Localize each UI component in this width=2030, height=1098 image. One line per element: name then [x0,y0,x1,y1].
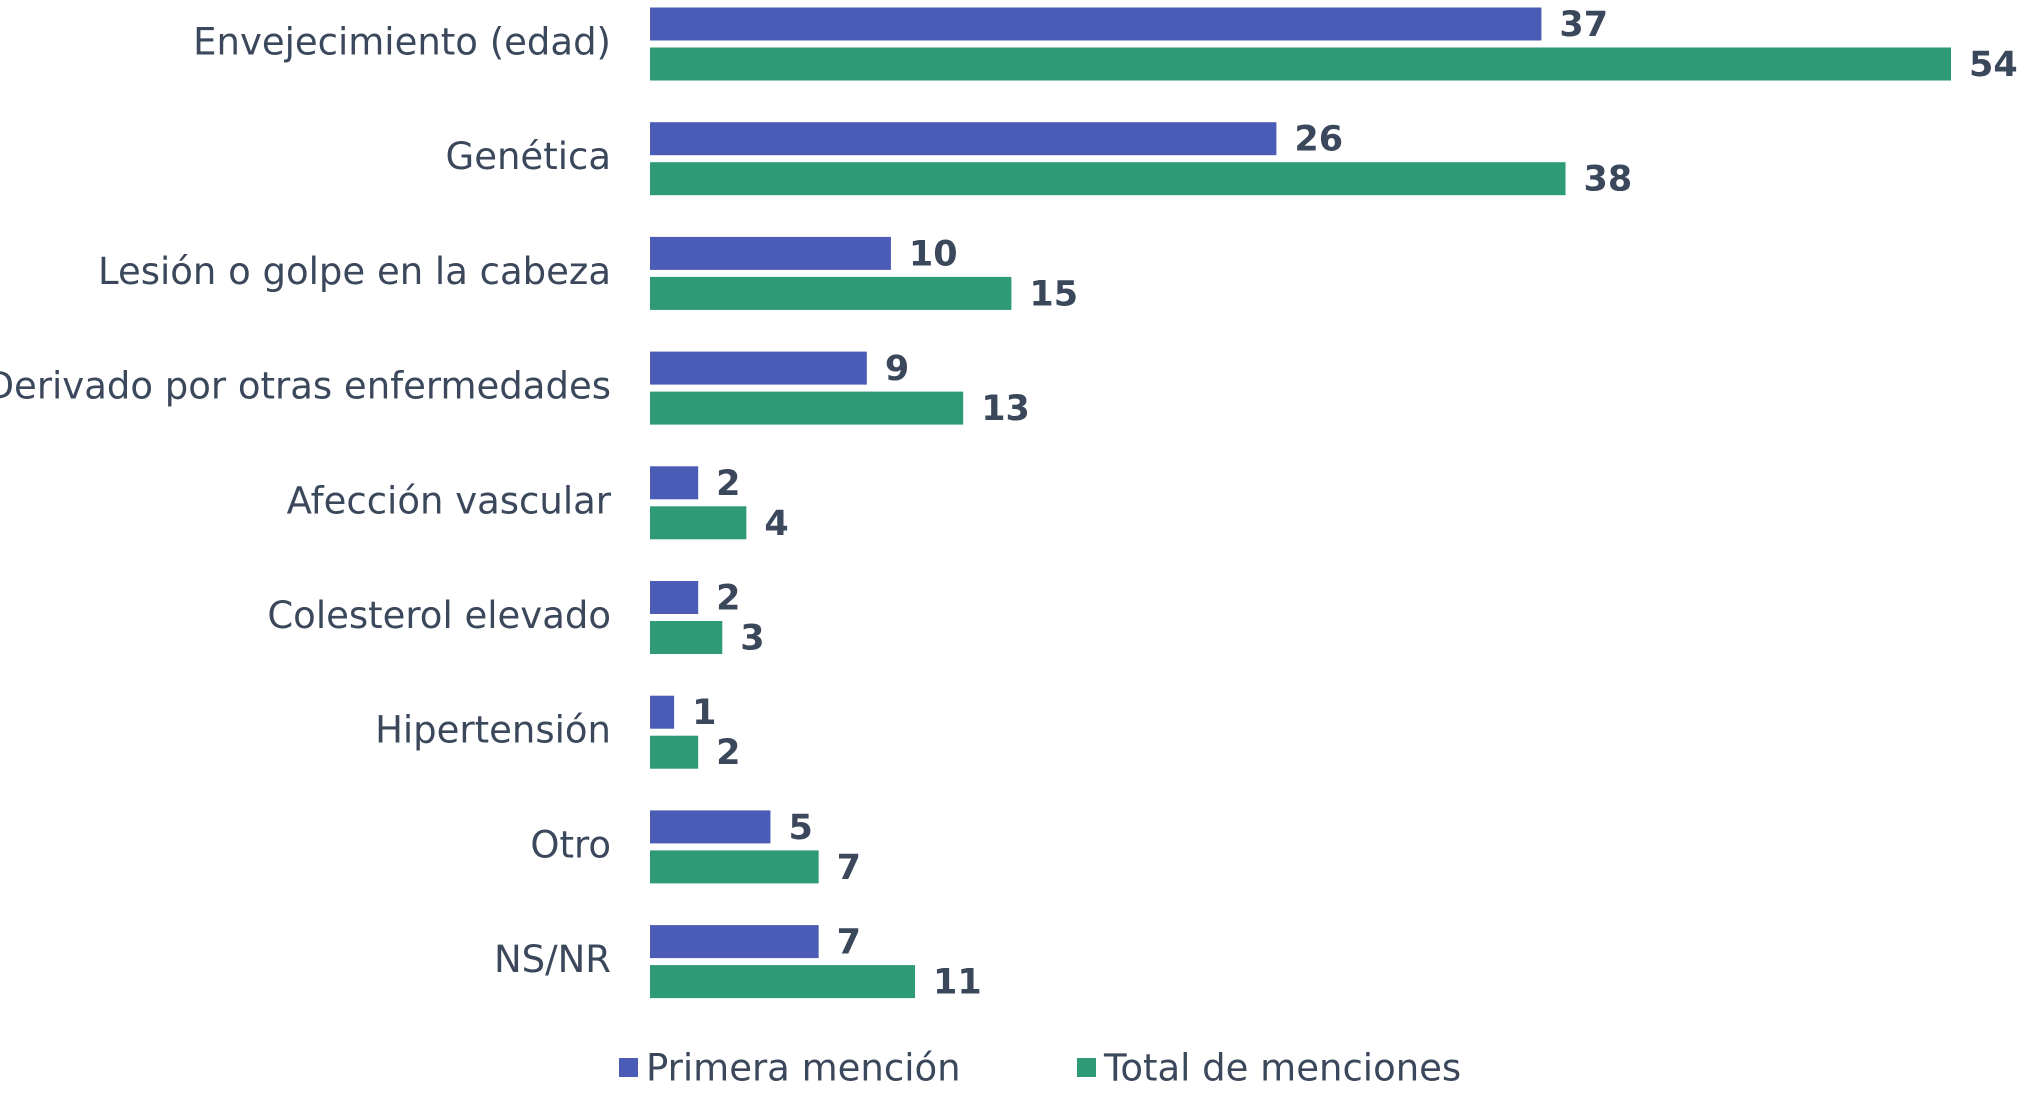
category-label: Hipertensión [375,709,611,752]
value-label: 9 [885,349,909,389]
bar [650,466,699,500]
bar [650,810,771,844]
value-label: 2 [716,579,740,619]
bar [650,925,819,959]
value-label: 5 [788,808,812,848]
category-label: Otro [530,823,611,866]
bar [650,695,675,729]
value-label: 4 [764,504,788,544]
value-label: 2 [716,464,740,504]
value-label: 15 [1029,274,1078,314]
value-label: 3 [740,619,764,659]
bar [650,122,1277,156]
bar [650,850,819,884]
legend-label: Primera mención [646,1047,961,1090]
value-label: 37 [1559,5,1608,45]
category-label: Envejecimiento (edad) [193,21,611,64]
value-label: 13 [981,389,1030,429]
legend-label: Total de menciones [1103,1047,1461,1090]
bar [650,276,1012,310]
bar [650,7,1542,41]
bar [650,965,916,999]
value-label: 7 [837,848,861,888]
value-label: 7 [837,923,861,963]
legend-marker [619,1058,638,1077]
bar [650,236,891,270]
bar [650,621,723,654]
category-label: Lesión o golpe en la cabeza [98,250,611,293]
category-label: Derivado por otras enfermedades [0,365,611,408]
bar [650,162,1566,196]
bar [650,735,699,769]
category-label: Afección vascular [287,479,612,522]
value-label: 38 [1584,160,1633,200]
bar [650,391,964,425]
bar [650,47,1951,81]
value-label: 54 [1969,45,2018,85]
value-label: 1 [692,693,716,733]
bar [650,351,867,385]
bar [650,581,699,614]
category-label: Colesterol elevado [267,594,611,637]
bar [650,506,747,540]
category-label: Genética [446,135,611,178]
value-label: 10 [909,234,958,274]
value-label: 26 [1294,120,1343,160]
value-label: 2 [716,733,740,773]
legend-marker [1077,1058,1096,1077]
category-label: NS/NR [494,938,611,981]
value-label: 11 [933,963,982,1003]
